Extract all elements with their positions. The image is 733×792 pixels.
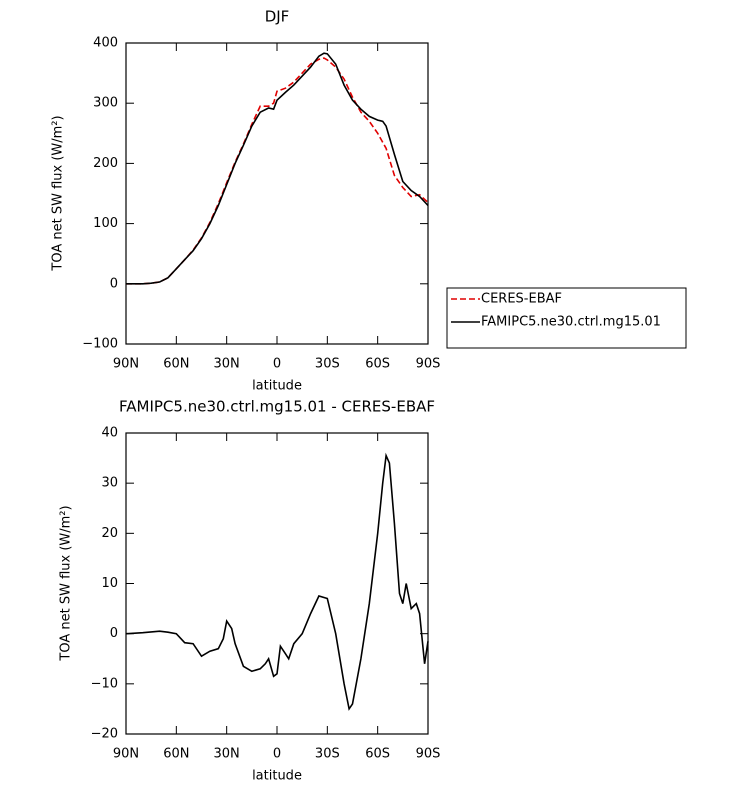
y-tick-label: 400 bbox=[93, 36, 118, 51]
legend-box bbox=[446, 287, 687, 349]
x-tick-label: 60N bbox=[163, 357, 189, 372]
y-tick-label: 40 bbox=[101, 426, 118, 441]
data-line bbox=[126, 57, 429, 285]
y-tick-label: 200 bbox=[93, 156, 118, 171]
plot-frame bbox=[125, 42, 429, 345]
legend-label: CERES-EBAF bbox=[481, 292, 562, 307]
y-tick-label: 0 bbox=[110, 626, 118, 641]
x-tick-label: 60S bbox=[365, 357, 390, 372]
x-axis-label: latitude bbox=[252, 769, 302, 784]
y-tick-label: −20 bbox=[91, 727, 118, 742]
y-axis-label: TOA net SW flux (W/m²) bbox=[51, 115, 66, 271]
x-tick-label: 30S bbox=[315, 747, 340, 762]
x-tick-label: 30N bbox=[214, 747, 240, 762]
x-tick-label: 90N bbox=[113, 357, 139, 372]
x-tick-label: 60S bbox=[365, 747, 390, 762]
data-line bbox=[126, 52, 429, 285]
x-tick-label: 30S bbox=[315, 357, 340, 372]
y-tick-label: −10 bbox=[91, 676, 118, 691]
chart-title: DJF bbox=[265, 8, 290, 26]
x-tick-label: 90S bbox=[416, 747, 441, 762]
y-tick-label: 20 bbox=[101, 526, 118, 541]
y-tick-label: 10 bbox=[101, 576, 118, 591]
y-tick-label: 0 bbox=[110, 276, 118, 291]
x-axis-label: latitude bbox=[252, 379, 302, 394]
y-tick-label: 100 bbox=[93, 216, 118, 231]
x-tick-label: 90N bbox=[113, 747, 139, 762]
x-tick-label: 0 bbox=[273, 357, 281, 372]
x-tick-label: 30N bbox=[214, 357, 240, 372]
y-tick-label: 300 bbox=[93, 96, 118, 111]
chart-title: FAMIPC5.ne30.ctrl.mg15.01 - CERES-EBAF bbox=[119, 398, 435, 416]
y-tick-label: 30 bbox=[101, 476, 118, 491]
y-tick-label: −100 bbox=[82, 337, 118, 352]
legend-label: FAMIPC5.ne30.ctrl.mg15.01 bbox=[481, 315, 661, 330]
data-line bbox=[125, 452, 429, 711]
x-tick-label: 90S bbox=[416, 357, 441, 372]
x-tick-label: 60N bbox=[163, 747, 189, 762]
y-axis-label: TOA net SW flux (W/m²) bbox=[59, 505, 74, 661]
x-tick-label: 0 bbox=[273, 747, 281, 762]
